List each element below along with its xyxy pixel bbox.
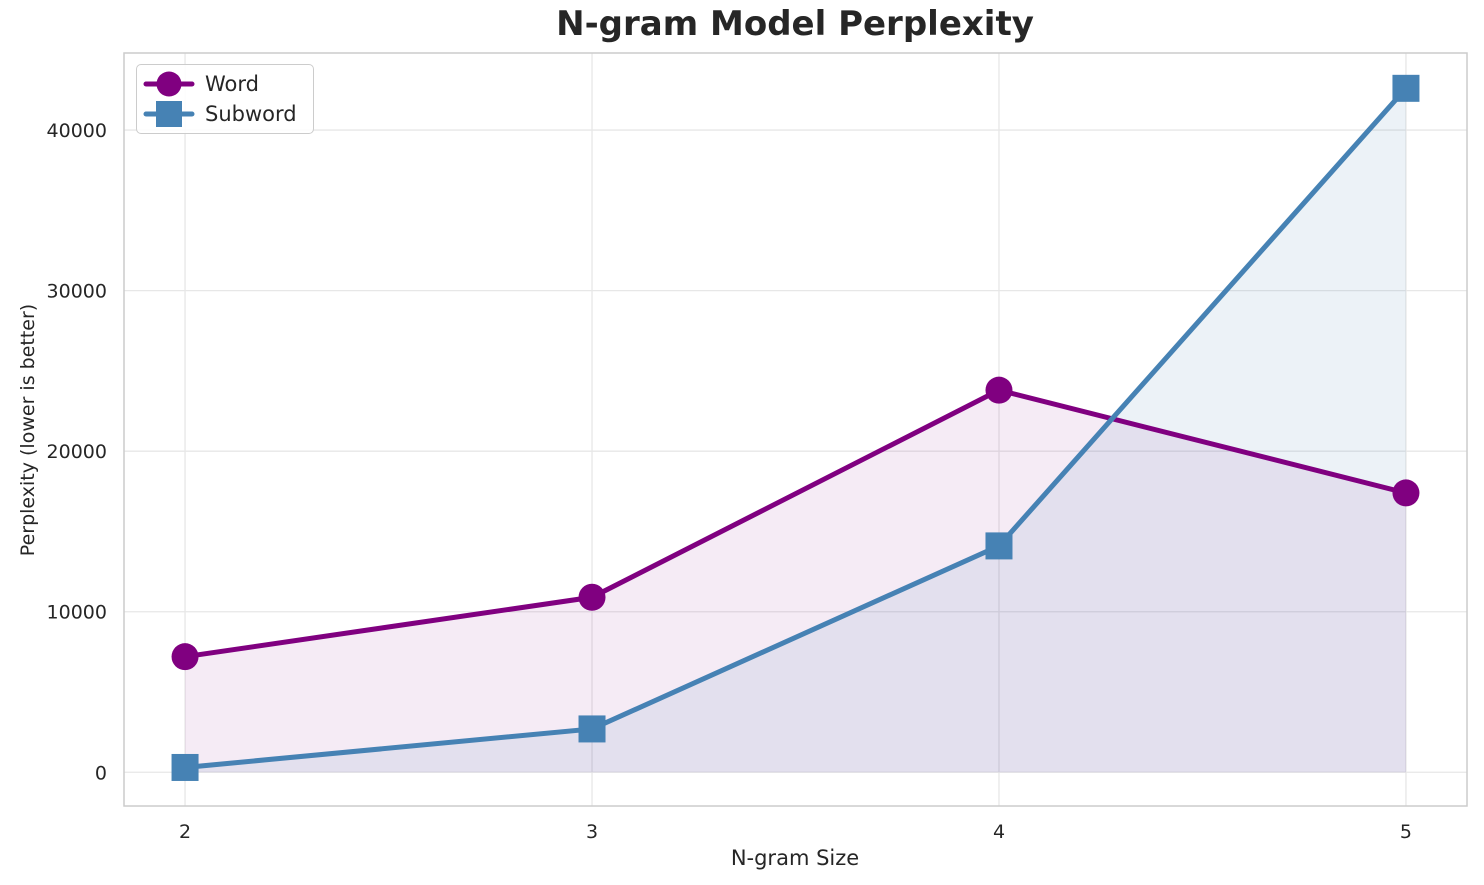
word-line-marker-icon bbox=[143, 71, 195, 97]
x-tick-label: 5 bbox=[1400, 821, 1412, 843]
subword-marker bbox=[1392, 74, 1420, 102]
x-tick-label: 2 bbox=[179, 821, 191, 843]
word-area-fill bbox=[185, 390, 1406, 773]
y-tick-label: 10000 bbox=[47, 602, 107, 624]
y-tick-label: 40000 bbox=[47, 120, 107, 142]
y-tick-label: 20000 bbox=[47, 441, 107, 463]
word-marker bbox=[985, 376, 1013, 404]
word-legend-circle-icon bbox=[156, 71, 182, 97]
subword-line bbox=[182, 85, 1409, 770]
axes-background bbox=[124, 53, 1467, 806]
legend-label-word: Word bbox=[205, 72, 259, 96]
subword-marker bbox=[578, 715, 606, 743]
x-tick-label: 4 bbox=[993, 821, 1005, 843]
word-line bbox=[182, 387, 1409, 660]
word-marker bbox=[1392, 479, 1420, 507]
chart-title: N-gram Model Perplexity bbox=[556, 4, 1034, 44]
subword-area-fill bbox=[185, 88, 1406, 773]
word-marker bbox=[171, 643, 199, 671]
word-marker bbox=[578, 583, 606, 611]
y-tick-label: 30000 bbox=[47, 281, 107, 303]
legend-label-subword: Subword bbox=[205, 102, 297, 126]
y-tick-label: 0 bbox=[95, 762, 107, 784]
x-axis-label: N-gram Size bbox=[730, 846, 860, 870]
x-tick-label: 3 bbox=[586, 821, 598, 843]
subword-marker bbox=[985, 532, 1013, 560]
subword-legend-square-icon bbox=[156, 101, 182, 127]
subword-marker bbox=[171, 753, 199, 781]
legend-entry-word: Word bbox=[143, 70, 297, 98]
axes-border bbox=[123, 52, 1468, 807]
subword-line-marker-icon bbox=[143, 101, 195, 127]
legend: Word Subword bbox=[136, 64, 314, 134]
legend-entry-subword: Subword bbox=[143, 100, 297, 128]
